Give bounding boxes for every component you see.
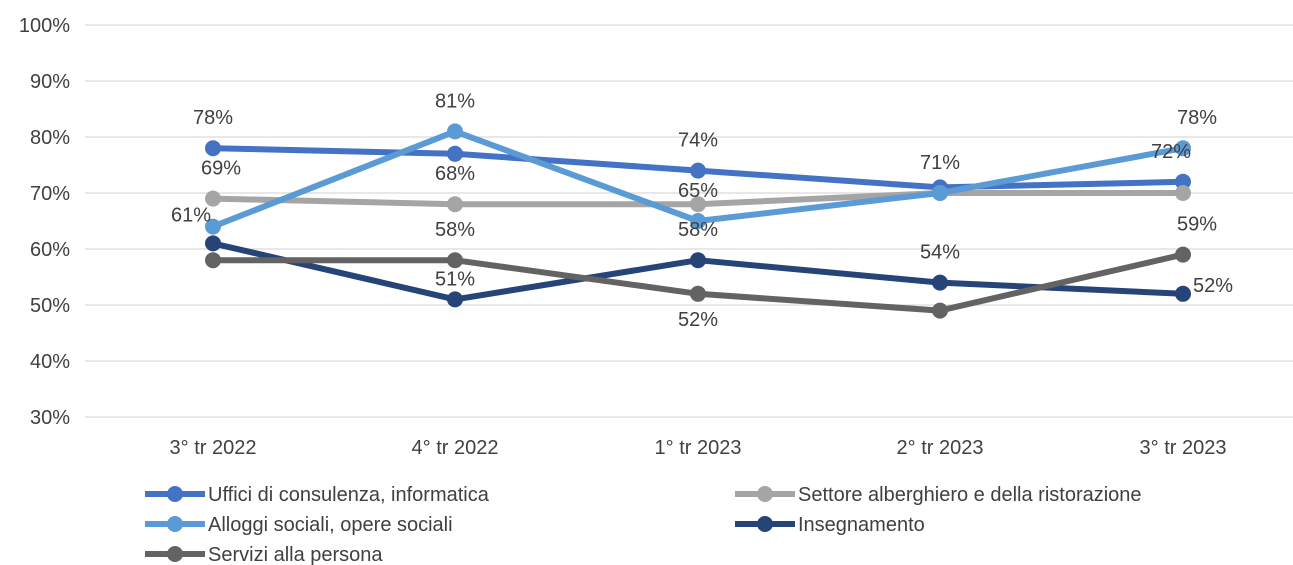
series-2: [205, 123, 1191, 235]
x-tick-label: 3° tr 2022: [170, 437, 257, 459]
data-point: [447, 145, 463, 162]
data-point: [932, 274, 948, 291]
data-label: 81%: [435, 90, 475, 112]
legend-label: Uffici di consulenza, informatica: [208, 484, 490, 506]
data-label: 68%: [435, 163, 475, 185]
x-tick-label: 4° tr 2022: [412, 437, 499, 459]
legend-item: Insegnamento: [735, 514, 925, 536]
data-point: [1175, 140, 1191, 157]
y-tick-label: 40%: [30, 351, 70, 373]
x-tick-label: 2° tr 2023: [897, 437, 984, 459]
data-label: 74%: [678, 130, 718, 152]
legend: Uffici di consulenza, informatica Settore…: [145, 484, 1142, 565]
data-label: 69%: [201, 158, 241, 180]
y-tick-label: 50%: [30, 295, 70, 317]
legend-label: Servizi alla persona: [208, 544, 383, 565]
x-tick-label: 3° tr 2023: [1140, 437, 1227, 459]
legend-label: Settore alberghiero e della ristorazione: [798, 484, 1142, 506]
data-label: 61%: [171, 204, 211, 226]
data-label: 72%: [1151, 141, 1191, 163]
data-point: [1175, 246, 1191, 263]
y-tick-label: 30%: [30, 407, 70, 429]
data-point: [447, 196, 463, 213]
legend-marker: [167, 486, 183, 502]
data-point: [690, 196, 706, 213]
data-label: 78%: [193, 107, 233, 129]
series-0: [205, 140, 1191, 196]
data-point: [1175, 185, 1191, 201]
data-labels: 78% 74% 72% 69% 68% 81% 65% 71% 78% 61% 51% 58% 54% 5…: [171, 90, 1233, 330]
data-point: [447, 123, 463, 140]
data-point: [205, 190, 221, 207]
data-point: [205, 252, 221, 269]
data-label: 58%: [678, 219, 718, 241]
legend-item: Uffici di consulenza, informatica: [145, 484, 490, 506]
series-lines: [205, 123, 1191, 319]
legend-marker: [167, 546, 183, 562]
data-point: [932, 185, 948, 201]
data-point: [447, 291, 463, 308]
data-label: 59%: [1177, 214, 1217, 236]
series-3: [205, 235, 1191, 308]
y-tick-label: 90%: [30, 71, 70, 93]
data-point: [690, 285, 706, 302]
data-label: 52%: [1193, 275, 1233, 297]
series-4: [205, 246, 1191, 319]
y-tick-label: 60%: [30, 239, 70, 261]
legend-label: Alloggi sociali, opere sociali: [208, 514, 453, 536]
y-axis-ticks: 30% 40% 50% 60% 70% 80% 90% 100%: [19, 15, 70, 429]
data-label: 58%: [435, 219, 475, 241]
data-point: [205, 218, 221, 235]
data-label: 71%: [920, 152, 960, 174]
data-point: [690, 252, 706, 269]
legend-item: Settore alberghiero e della ristorazione: [735, 484, 1142, 506]
data-point: [690, 162, 706, 179]
legend-item: Alloggi sociali, opere sociali: [145, 514, 453, 536]
legend-item: Servizi alla persona: [145, 544, 383, 565]
y-tick-label: 70%: [30, 183, 70, 205]
data-point: [1175, 173, 1191, 190]
data-point: [690, 213, 706, 229]
y-tick-label: 80%: [30, 127, 70, 149]
data-point: [932, 302, 948, 319]
data-label: 78%: [1177, 107, 1217, 129]
legend-label: Insegnamento: [798, 514, 925, 536]
legend-marker: [757, 486, 773, 502]
y-tick-label: 100%: [19, 15, 70, 37]
legend-marker: [167, 516, 183, 532]
data-point: [447, 252, 463, 269]
data-label: 65%: [678, 180, 718, 202]
data-point: [205, 140, 221, 157]
data-label: 54%: [920, 242, 960, 264]
data-label: 52%: [678, 309, 718, 331]
x-tick-label: 1° tr 2023: [655, 437, 742, 459]
data-label: 51%: [435, 268, 475, 290]
gridlines: [85, 24, 1293, 418]
legend-marker: [757, 516, 773, 532]
data-point: [1175, 285, 1191, 302]
x-axis-ticks: 3° tr 2022 4° tr 2022 1° tr 2023 2° tr 2023…: [170, 437, 1227, 459]
data-point: [205, 235, 221, 252]
